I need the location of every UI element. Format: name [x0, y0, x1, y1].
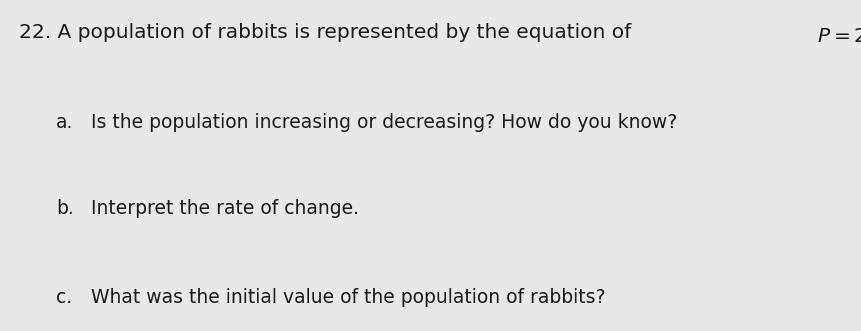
- Text: What was the initial value of the population of rabbits?: What was the initial value of the popula…: [90, 288, 604, 307]
- Text: Interpret the rate of change.: Interpret the rate of change.: [90, 199, 358, 217]
- Text: c.: c.: [56, 288, 72, 307]
- Text: a.: a.: [56, 113, 73, 131]
- Text: $P = 250(0.9)^t$: $P = 250(0.9)^t$: [816, 23, 861, 47]
- Text: b.: b.: [56, 199, 74, 217]
- Text: 22. A population of rabbits is represented by the equation of: 22. A population of rabbits is represent…: [19, 23, 637, 42]
- Text: Is the population increasing or decreasing? How do you know?: Is the population increasing or decreasi…: [90, 113, 676, 131]
